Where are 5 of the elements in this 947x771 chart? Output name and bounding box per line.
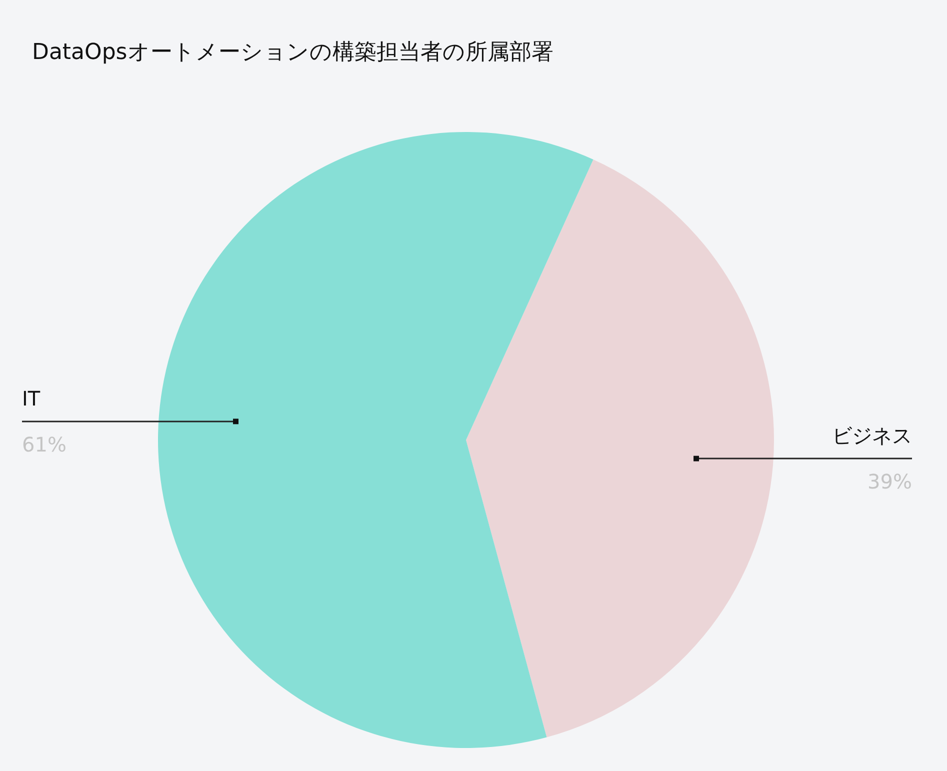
slice-label: IT xyxy=(22,386,41,410)
pie-slice xyxy=(466,160,774,738)
pie-slice xyxy=(158,132,594,748)
slice-label: ビジネス xyxy=(832,424,912,448)
chart-title: DataOpsオートメーションの構築担当者の所属部署 xyxy=(32,40,554,65)
